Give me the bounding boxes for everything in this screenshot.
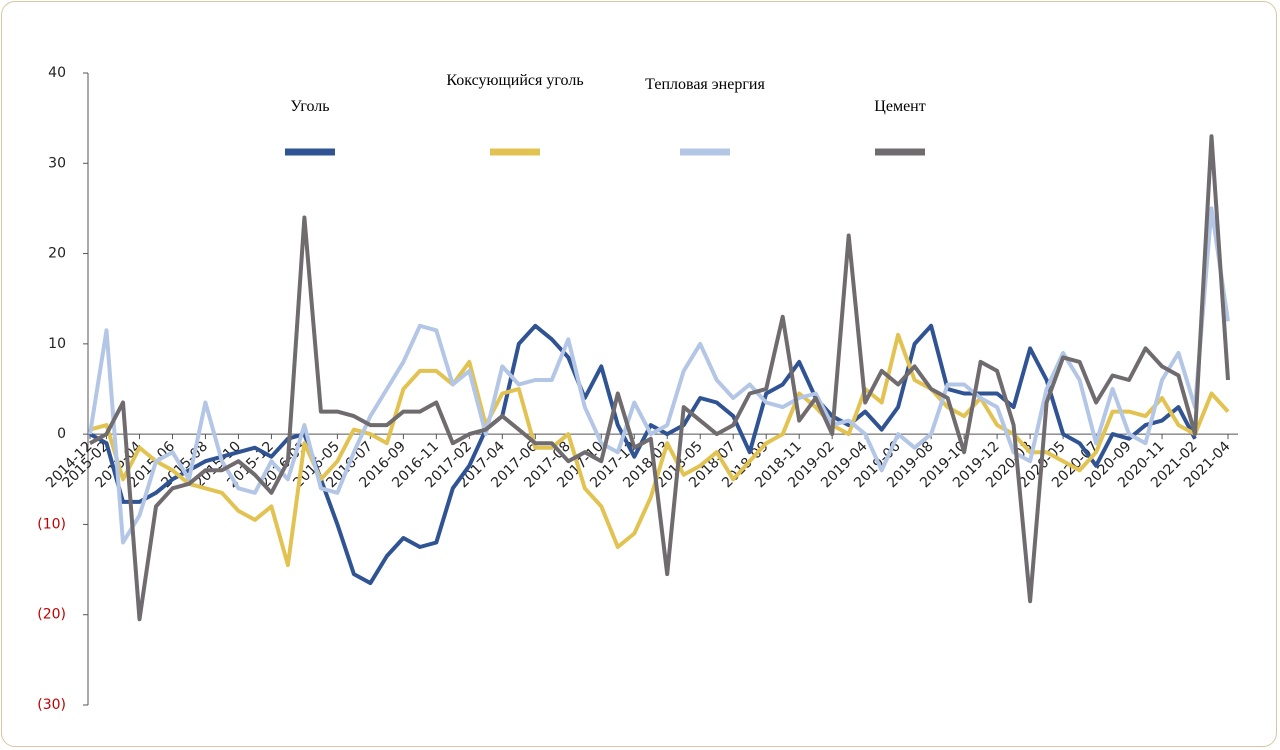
legend-label: Коксующийся уголь <box>446 72 584 89</box>
y-tick-label: (20) <box>37 607 66 623</box>
series-line <box>89 323 1197 586</box>
series-line <box>88 206 1230 545</box>
y-tick-label: 20 <box>48 246 66 262</box>
y-tick-label: 30 <box>48 155 66 171</box>
series-line <box>89 134 1230 622</box>
series-line <box>89 332 1230 568</box>
legend-label: Цемент <box>874 98 926 115</box>
y-tick-label: 10 <box>48 336 66 352</box>
y-tick-label: 40 <box>48 65 66 81</box>
legend-label: Тепловая энергия <box>645 76 765 93</box>
legend-label: Уголь <box>290 98 330 115</box>
y-tick-label: (10) <box>37 516 66 532</box>
y-tick-label: 0 <box>57 426 66 442</box>
y-tick-label: (30) <box>37 697 66 713</box>
